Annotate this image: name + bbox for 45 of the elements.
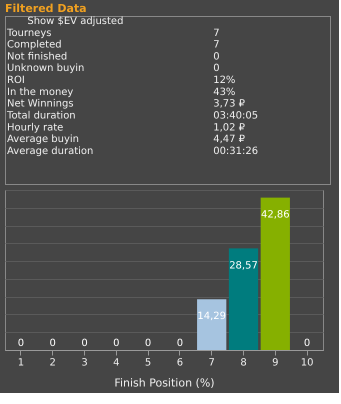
text: 1,02 ₽	[213, 122, 246, 134]
data-label: 28,57	[229, 260, 258, 272]
data-label: 0	[18, 338, 24, 349]
text: 3,73 ₽	[213, 98, 246, 110]
x-tick-label: 5	[144, 358, 152, 368]
x-tick-label: 4	[113, 358, 120, 368]
text: Total duration	[6, 110, 76, 122]
data-label: 0	[304, 338, 310, 349]
data-label: 42,86	[260, 210, 290, 221]
text: ROI	[7, 75, 25, 86]
data-label: 0	[81, 338, 88, 349]
text: Hourly rate	[7, 122, 64, 134]
text: Show $EV adjusted	[27, 16, 124, 27]
text: 03:40:05	[213, 110, 258, 122]
x-tick-label: 8	[240, 358, 247, 368]
text: Filtered Data	[5, 2, 87, 15]
text: Average buyin	[7, 134, 79, 146]
text: In the money	[7, 86, 74, 98]
x-tick-label: 3	[81, 358, 88, 368]
data-label: 0	[50, 338, 56, 349]
text: Unknown buyin	[7, 63, 84, 74]
x-axis-title: Finish Position (%)	[114, 376, 215, 390]
data-label: 0	[113, 338, 120, 349]
text: 0	[213, 51, 220, 62]
text: 43%	[213, 86, 236, 98]
text: 00:31:26	[213, 146, 258, 157]
data-label: 0	[144, 338, 152, 349]
x-tick-label: 7	[208, 358, 215, 368]
data-label: 14,29	[197, 311, 226, 322]
text: 12%	[213, 75, 236, 86]
text: 4,47 ₽	[213, 134, 246, 146]
data-label: 0	[176, 338, 184, 349]
text: 7	[213, 28, 220, 39]
x-tick-label: 10	[300, 358, 314, 368]
x-tick-label: 1	[18, 358, 24, 368]
text: 0	[213, 63, 220, 74]
text: Net Winnings	[7, 98, 74, 110]
x-tick-label: 9	[272, 358, 278, 368]
text: Not finished	[7, 51, 68, 62]
text: Tourneys	[6, 28, 52, 39]
text: Average duration	[7, 146, 94, 157]
x-tick-label: 2	[50, 358, 56, 368]
x-tick-label: 6	[176, 358, 184, 368]
text: Completed	[7, 40, 62, 51]
text: 7	[213, 40, 220, 51]
